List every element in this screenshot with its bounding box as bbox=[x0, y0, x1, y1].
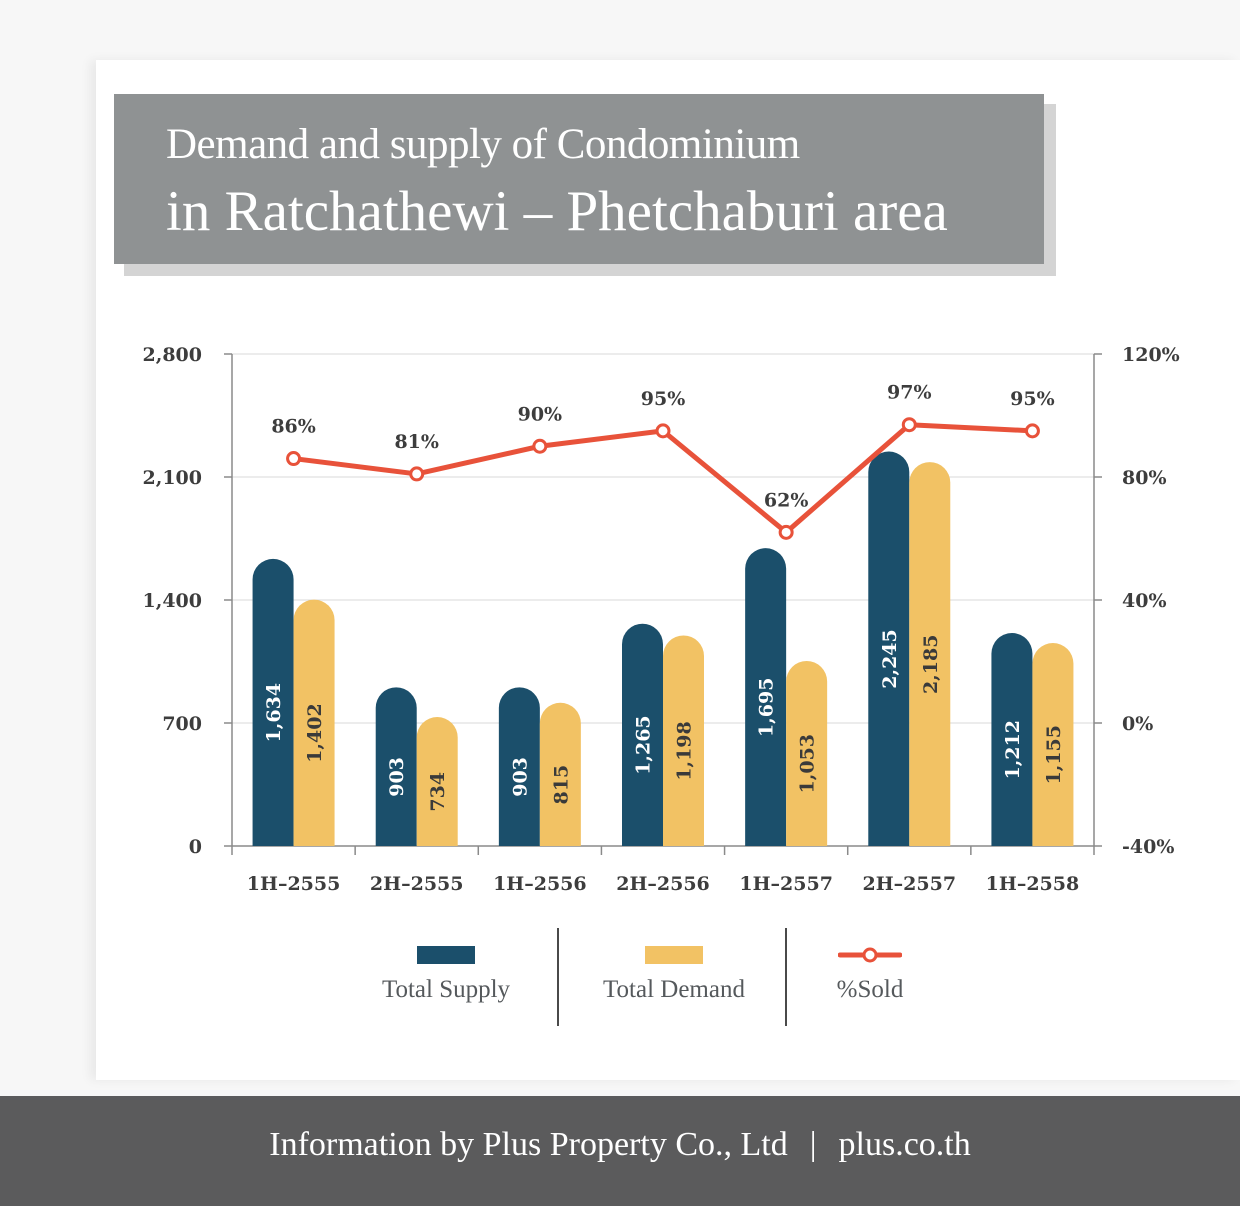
sold-point bbox=[409, 466, 425, 482]
y-right-tick-label: 80% bbox=[1122, 467, 1167, 489]
bar-supply bbox=[991, 633, 1033, 846]
bar-supply bbox=[868, 451, 910, 846]
y-right-tick-label: 0% bbox=[1122, 713, 1153, 735]
footer-website[interactable]: plus.co.th bbox=[838, 1126, 971, 1163]
bar-supply bbox=[375, 687, 417, 846]
bar-supply bbox=[745, 548, 787, 846]
y-right-tick-label: 120% bbox=[1122, 344, 1180, 366]
footer-separator: | bbox=[809, 1126, 817, 1163]
bar-supply bbox=[622, 623, 663, 846]
bar-demand bbox=[416, 717, 458, 846]
y-left-tick-label: 0 bbox=[189, 836, 202, 858]
x-category-label: 2H–2556 bbox=[616, 873, 710, 895]
x-category-label: 2H–2555 bbox=[370, 873, 464, 895]
bar-demand-label: 1,198 bbox=[674, 721, 696, 781]
x-category-label: 1H–2555 bbox=[247, 873, 341, 895]
footer: Information by Plus Property Co., Ltd | pl… bbox=[0, 1096, 1240, 1206]
y-left-tick-label: 2,800 bbox=[143, 344, 203, 366]
sold-point bbox=[655, 423, 671, 439]
x-category-label: 2H–2557 bbox=[863, 873, 957, 895]
footer-text: Information by Plus Property Co., Ltd | pl… bbox=[0, 1126, 1240, 1164]
bar-supply-label: 903 bbox=[386, 757, 408, 797]
legend-label-supply: Total Supply bbox=[381, 976, 511, 1003]
chart-title-line1: Demand and supply of Condominium bbox=[166, 121, 800, 168]
sold-point bbox=[532, 438, 548, 454]
sold-point bbox=[901, 417, 917, 433]
bar-demand-label: 734 bbox=[427, 772, 449, 812]
bar-demand-label: 2,185 bbox=[920, 635, 942, 695]
legend-item-sold: %Sold bbox=[800, 944, 940, 1004]
bar-supply bbox=[498, 687, 540, 846]
chart-title-line2: in Ratchathewi – Phetchaburi area bbox=[166, 180, 948, 243]
sold-label: 95% bbox=[1010, 388, 1055, 410]
bar-supply-label: 1,634 bbox=[263, 683, 285, 743]
bar-demand-label: 1,053 bbox=[797, 734, 819, 794]
sold-label: 62% bbox=[764, 489, 809, 511]
sold-label: 95% bbox=[641, 388, 686, 410]
x-category-label: 1H–2558 bbox=[986, 873, 1080, 895]
sold-label: 90% bbox=[518, 403, 563, 425]
sold-label: 81% bbox=[394, 431, 439, 453]
sold-point bbox=[1024, 423, 1040, 439]
title-banner: Demand and supply of Condominium in Ratc… bbox=[114, 94, 1044, 264]
bar-supply-label: 1,265 bbox=[633, 715, 655, 775]
bar-supply-label: 1,695 bbox=[756, 678, 778, 738]
sold-point bbox=[778, 524, 794, 540]
bar-demand bbox=[1032, 643, 1074, 846]
y-left-tick-label: 1,400 bbox=[143, 590, 203, 612]
bar-supply-label: 903 bbox=[509, 757, 531, 797]
x-category-label: 1H–2557 bbox=[739, 873, 833, 895]
y-left-tick-label: 2,100 bbox=[143, 467, 203, 489]
bar-supply bbox=[252, 558, 294, 846]
bar-demand bbox=[786, 660, 828, 846]
sold-point bbox=[286, 451, 302, 467]
legend-swatch-sold bbox=[838, 947, 902, 963]
y-right-tick-label: 40% bbox=[1122, 590, 1167, 612]
sold-label: 97% bbox=[887, 382, 932, 404]
y-left-tick-label: 700 bbox=[162, 713, 202, 735]
legend-divider bbox=[557, 928, 559, 1026]
bar-demand bbox=[909, 462, 951, 846]
bar-demand bbox=[293, 599, 335, 846]
legend-item-demand: Total Demand bbox=[588, 946, 760, 1004]
bar-demand-label: 1,155 bbox=[1043, 725, 1065, 785]
bar-demand bbox=[663, 635, 704, 846]
footer-company: Information by Plus Property Co., Ltd bbox=[269, 1126, 788, 1163]
bar-demand-label: 815 bbox=[550, 765, 572, 805]
y-right-tick-label: -40% bbox=[1122, 836, 1174, 858]
legend-label-demand: Total Demand bbox=[603, 976, 745, 1003]
legend-swatch-supply bbox=[417, 946, 475, 964]
bar-demand bbox=[539, 702, 581, 846]
bar-supply-label: 1,212 bbox=[1002, 720, 1024, 780]
legend-divider bbox=[785, 928, 787, 1026]
bar-demand-label: 1,402 bbox=[304, 703, 326, 763]
x-category-label: 1H–2556 bbox=[493, 873, 587, 895]
legend-label-sold: %Sold bbox=[836, 976, 904, 1003]
sold-label: 86% bbox=[271, 416, 316, 438]
legend-item-supply: Total Supply bbox=[360, 946, 532, 1004]
legend-swatch-demand bbox=[645, 946, 703, 964]
bar-supply-label: 2,245 bbox=[879, 629, 901, 689]
